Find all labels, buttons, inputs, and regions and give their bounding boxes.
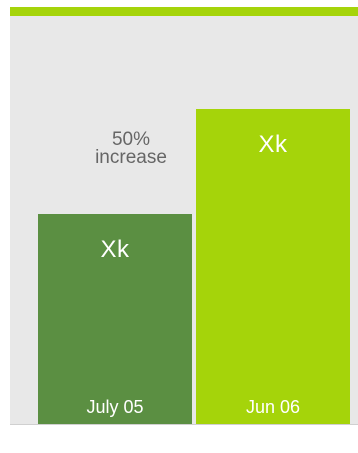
bar-value-label: Xk	[258, 131, 288, 158]
annotation-percent: 50%	[111, 129, 151, 150]
bar-value-label: Xk	[100, 236, 130, 263]
chart-baseline	[10, 424, 358, 425]
bar-1: Xk July 05	[38, 214, 192, 424]
bar-category-label: July 05	[86, 397, 144, 417]
bar-2: Xk Jun 06	[196, 109, 350, 424]
increase-annotation: 50% increase	[66, 129, 196, 168]
accent-top-rule	[10, 7, 358, 16]
annotation-text: increase	[95, 147, 167, 168]
bar-category-label: Jun 06	[245, 397, 301, 417]
